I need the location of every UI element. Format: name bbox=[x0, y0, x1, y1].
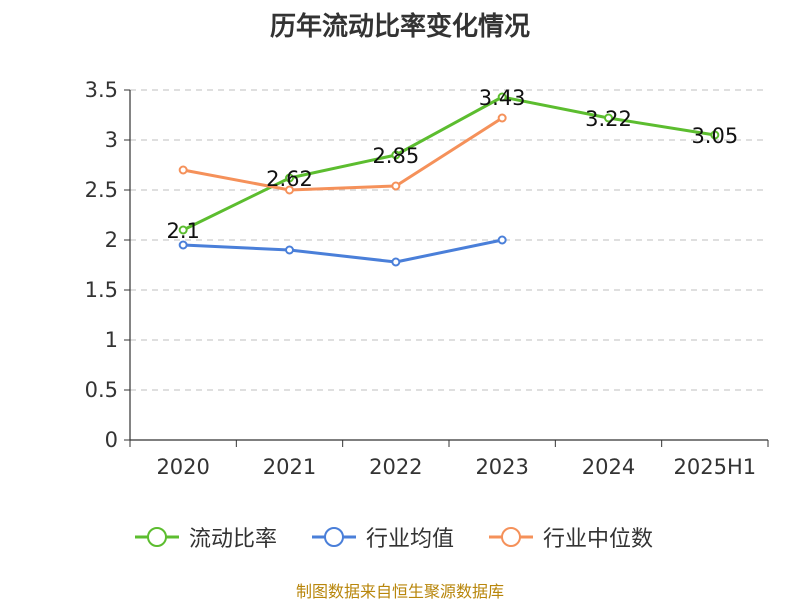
data-label: 2.1 bbox=[166, 219, 199, 243]
data-point[interactable] bbox=[391, 150, 401, 160]
data-label: 3.22 bbox=[585, 107, 632, 131]
data-point[interactable] bbox=[178, 240, 188, 250]
data-label: 3.05 bbox=[691, 124, 738, 148]
x-tick-label: 2023 bbox=[475, 455, 528, 479]
legend-label: 行业均值 bbox=[366, 527, 455, 552]
series-line bbox=[182, 95, 716, 232]
y-tick-label: 1 bbox=[105, 328, 118, 352]
y-tick-label: 2 bbox=[105, 228, 118, 252]
y-tick-label: 2.5 bbox=[85, 178, 118, 202]
data-labels: 2.1 2.62 2.85 3.43 3.22 3.05 bbox=[166, 86, 738, 243]
x-tick-label: 2024 bbox=[582, 455, 635, 479]
legend: 流动比率 行业均值 行业中位数 bbox=[0, 520, 800, 554]
legend-item-current-ratio[interactable]: 流动比率 bbox=[133, 520, 277, 554]
data-label: 2.62 bbox=[266, 167, 313, 191]
data-point[interactable] bbox=[604, 113, 613, 123]
data-point[interactable] bbox=[178, 225, 188, 235]
legend-item-industry-average[interactable]: 行业均值 bbox=[310, 520, 454, 554]
series-line bbox=[182, 116, 503, 192]
data-point[interactable] bbox=[285, 173, 294, 183]
x-tick-label: 2025H1 bbox=[674, 455, 757, 479]
y-tick-label: 3 bbox=[105, 128, 118, 152]
data-point[interactable] bbox=[497, 235, 507, 245]
legend-marker-icon bbox=[489, 527, 533, 547]
x-tick-label: 2021 bbox=[263, 455, 316, 479]
y-tick-label: 3.5 bbox=[85, 78, 118, 102]
data-label: 3.43 bbox=[479, 86, 526, 110]
legend-marker-icon bbox=[135, 527, 179, 547]
data-label: 2.85 bbox=[372, 144, 419, 168]
source-note: 制图数据来自恒生聚源数据库 bbox=[295, 582, 504, 601]
chart-title: 历年流动比率变化情况 bbox=[269, 12, 530, 42]
series-layer bbox=[178, 92, 720, 267]
data-point[interactable] bbox=[178, 165, 188, 175]
axes: 0 0.5 1 1.5 2 2.5 3 3.5 2020 2021 2022 2023 2024 2025… bbox=[85, 78, 769, 479]
legend-label: 行业中位数 bbox=[543, 527, 654, 552]
data-point[interactable] bbox=[285, 245, 294, 255]
x-tick-label: 2022 bbox=[369, 455, 422, 479]
data-point[interactable] bbox=[497, 113, 507, 123]
data-point[interactable] bbox=[497, 92, 507, 102]
data-point[interactable] bbox=[710, 130, 720, 140]
x-tick-label: 2020 bbox=[156, 455, 209, 479]
series-line bbox=[183, 238, 503, 264]
data-point[interactable] bbox=[391, 181, 401, 191]
y-tick-label: 1.5 bbox=[85, 278, 118, 302]
y-tick-label: 0.5 bbox=[85, 378, 118, 402]
grid-lines bbox=[130, 89, 768, 391]
legend-item-industry-median[interactable]: 行业中位数 bbox=[487, 520, 653, 554]
data-point[interactable] bbox=[285, 185, 294, 195]
legend-label: 流动比率 bbox=[189, 527, 278, 552]
y-tick-label: 0 bbox=[105, 428, 118, 452]
data-point[interactable] bbox=[391, 257, 401, 267]
legend-marker-icon bbox=[312, 527, 356, 547]
